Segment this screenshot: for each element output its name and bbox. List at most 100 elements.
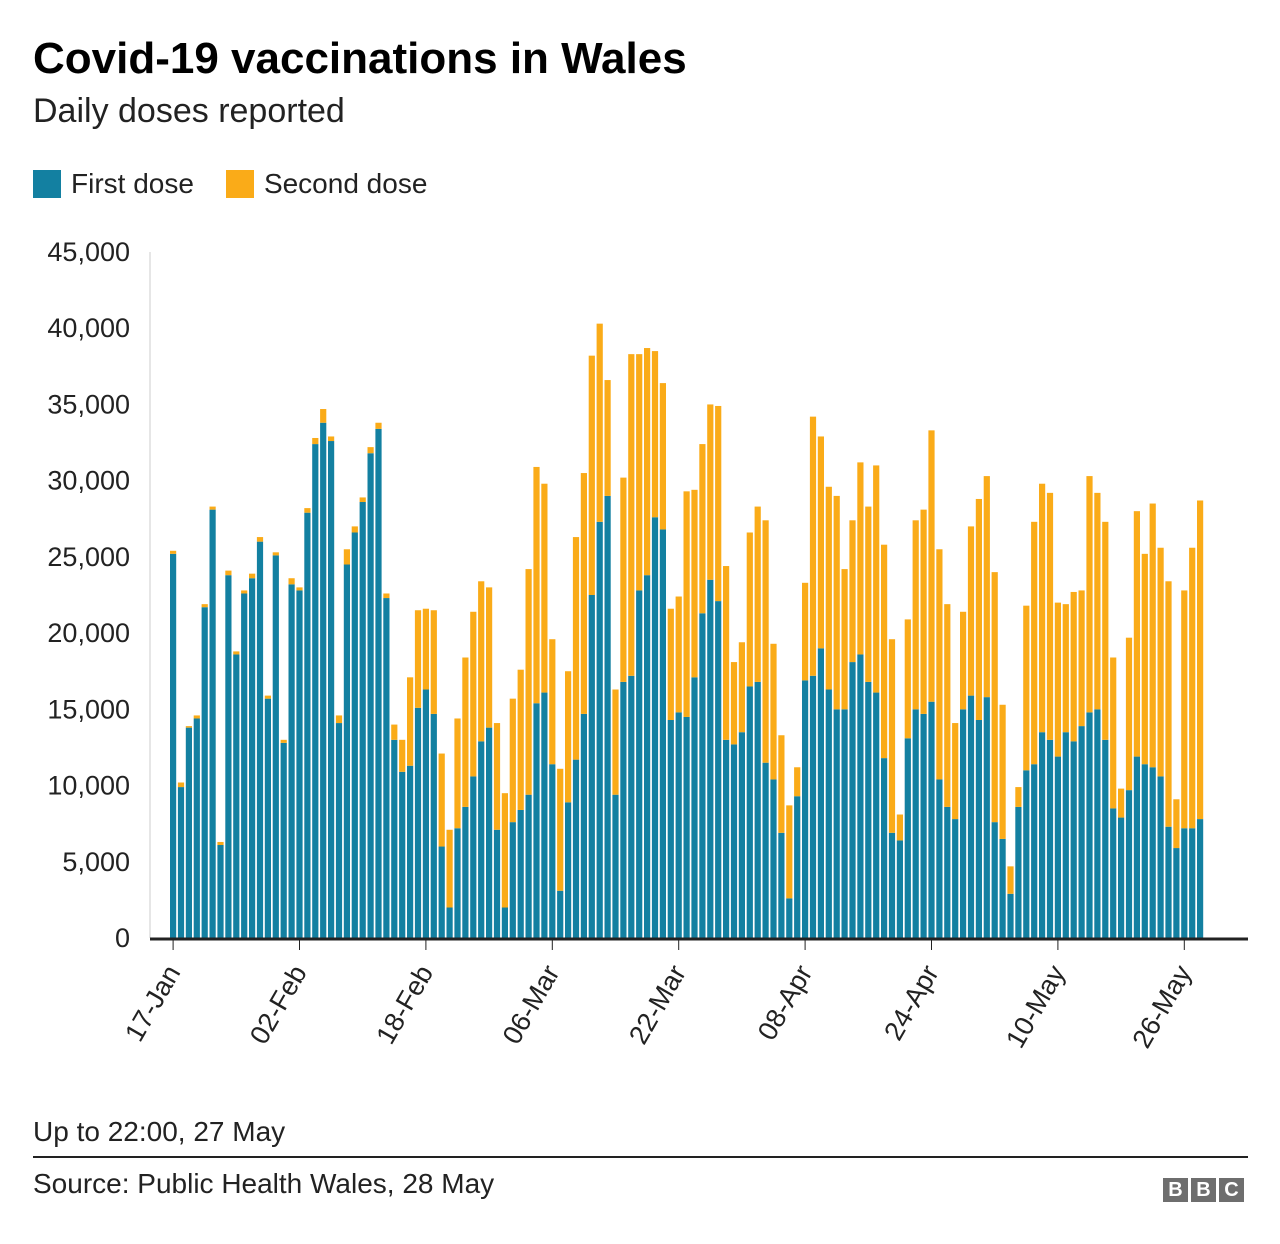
bar-second-dose <box>343 549 350 565</box>
bar-second-dose <box>320 409 327 423</box>
bar-second-dose <box>517 669 524 810</box>
bar-first-dose <box>636 590 643 938</box>
bar-second-dose <box>983 476 990 698</box>
bar-first-dose <box>628 675 635 938</box>
bar-second-dose <box>715 405 722 602</box>
bar-second-dose <box>1197 500 1204 820</box>
bar-first-dose <box>817 648 824 938</box>
bar-first-dose <box>367 453 374 938</box>
x-tick-label: 17-Jan <box>119 960 186 1047</box>
footer-note: Up to 22:00, 27 May <box>33 1116 286 1147</box>
bar-second-dose <box>644 348 651 576</box>
bar-first-dose <box>446 907 453 938</box>
bar-first-dose <box>865 681 872 938</box>
bar-first-dose <box>873 692 880 938</box>
bar-second-dose <box>802 582 809 681</box>
bar-second-dose <box>328 436 335 442</box>
bar-first-dose <box>430 713 437 938</box>
bar-first-dose <box>541 692 548 938</box>
bar-second-dose <box>486 587 493 728</box>
bar-second-dose <box>572 537 580 760</box>
bar-second-dose <box>952 723 959 820</box>
bar-first-dose <box>225 575 232 938</box>
bar-first-dose <box>983 697 990 938</box>
bar-first-dose <box>596 521 603 938</box>
bar-second-dose <box>833 495 840 710</box>
bar-second-dose <box>1078 590 1085 727</box>
x-tick-label: 26-May <box>1126 960 1197 1053</box>
bar-first-dose <box>454 828 461 938</box>
bar-second-dose <box>296 587 303 591</box>
bar-first-dose <box>904 738 911 938</box>
bar-second-dose <box>233 651 240 655</box>
bar-second-dose <box>1141 553 1148 765</box>
bar-second-dose <box>873 465 880 693</box>
bar-first-dose <box>296 590 303 938</box>
bar-second-dose <box>209 506 216 510</box>
bar-first-dose <box>952 819 959 938</box>
x-tick-label: 02-Feb <box>244 960 313 1049</box>
bar-second-dose <box>762 520 769 763</box>
y-tick-label: 30,000 <box>47 466 130 496</box>
bar-second-dose <box>1125 637 1133 791</box>
bar-first-dose <box>991 822 998 938</box>
bar-second-dose <box>659 383 666 530</box>
bar-first-dose <box>249 578 256 938</box>
bar-second-dose <box>541 483 548 693</box>
bar-second-dose <box>185 726 192 728</box>
bar-second-dose <box>636 354 643 591</box>
bar-first-dose <box>730 744 738 938</box>
bar-second-dose <box>525 569 532 795</box>
bar-first-dose <box>256 541 264 938</box>
bar-second-dose <box>280 739 287 743</box>
bar-second-dose <box>841 569 848 710</box>
bar-first-dose <box>359 502 366 938</box>
bar-second-dose <box>446 829 453 908</box>
bar-second-dose <box>414 610 422 708</box>
bar-second-dose <box>849 520 856 663</box>
bar-first-dose <box>1062 732 1069 938</box>
bar-second-dose <box>241 590 248 594</box>
bar-first-dose <box>1118 817 1125 938</box>
bar-first-dose <box>233 654 240 938</box>
chart-title: Covid-19 vaccinations in Wales <box>33 34 687 83</box>
bar-first-dose <box>328 441 335 938</box>
bar-second-dose <box>723 566 730 740</box>
bar-first-dose <box>304 512 311 938</box>
legend-item-second-dose: Second dose <box>225 168 427 200</box>
bar-second-dose <box>256 537 264 542</box>
bar-second-dose <box>1086 476 1093 713</box>
bar-second-dose <box>675 596 682 713</box>
bar-first-dose <box>1023 770 1030 938</box>
bar-second-dose <box>249 573 256 579</box>
bar-second-dose <box>351 526 358 533</box>
bar-first-dose <box>1125 790 1133 938</box>
bar-first-dose <box>778 832 785 938</box>
bar-first-dose <box>288 584 295 938</box>
bar-second-dose <box>177 782 185 788</box>
bar-second-dose <box>1110 657 1117 809</box>
bar-first-dose <box>533 703 540 938</box>
bar-second-dose <box>454 718 461 829</box>
bar-second-dose <box>754 506 761 682</box>
bar-second-dose <box>304 508 311 513</box>
bar-second-dose <box>1173 799 1180 849</box>
bar-first-dose <box>177 787 185 938</box>
bar-second-dose <box>391 724 398 740</box>
y-tick-label: 10,000 <box>47 771 130 801</box>
bar-second-dose <box>1094 492 1101 710</box>
bar-first-dose <box>462 806 469 938</box>
bar-first-dose <box>525 794 532 938</box>
bar-first-dose <box>1133 756 1140 938</box>
bar-second-dose <box>967 526 975 696</box>
bar-second-dose <box>335 715 343 724</box>
bar-second-dose <box>991 572 998 823</box>
bar-second-dose <box>881 544 888 759</box>
bar-first-dose <box>375 428 382 938</box>
bar-first-dose <box>438 846 445 938</box>
bar-first-dose <box>193 718 200 938</box>
bar-second-dose <box>825 486 832 690</box>
bbc-logo-letter: B <box>1163 1178 1188 1202</box>
bar-first-dose <box>620 681 627 938</box>
bar-first-dose <box>588 595 595 938</box>
